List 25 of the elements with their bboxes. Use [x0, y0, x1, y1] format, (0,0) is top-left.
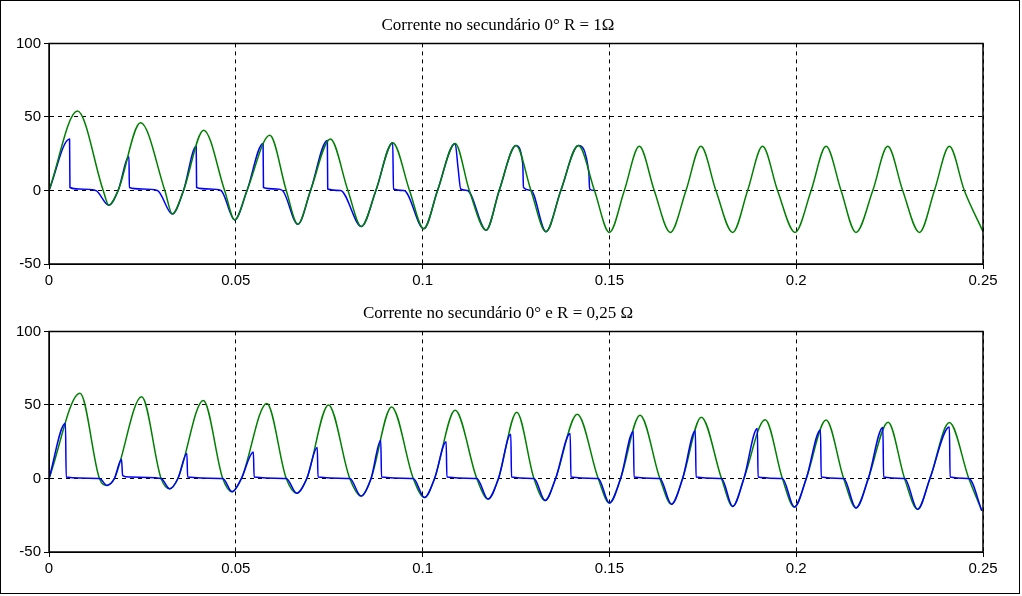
x-tick-label: 0.25 — [968, 559, 998, 577]
x-tick-label: 0.15 — [594, 559, 625, 577]
y-tick-label: 0 — [32, 468, 42, 486]
line-series — [49, 422, 983, 512]
x-tick-label: 0.2 — [785, 271, 807, 289]
y-tick-label: 100 — [16, 321, 42, 339]
x-tick-label: 0.05 — [221, 271, 251, 289]
y-tick-label: 50 — [24, 395, 42, 413]
x-tick-label: 0.1 — [412, 271, 434, 289]
line-series — [49, 392, 983, 512]
x-tick-label: 0 — [44, 559, 54, 577]
chart-title: Corrente no secundário 0° e R = 0,25 Ω — [362, 302, 634, 322]
y-tick-label: -50 — [19, 542, 42, 560]
y-tick-label: 0 — [32, 180, 42, 198]
x-tick-label: 0.05 — [221, 559, 251, 577]
y-tick-label: -50 — [19, 254, 42, 272]
x-tick-label: 0.2 — [785, 559, 807, 577]
y-tick-label: 50 — [24, 107, 42, 125]
chart-title: Corrente no secundário 0° R = 1Ω — [381, 14, 615, 34]
x-tick-label: 0 — [44, 271, 54, 289]
y-tick-label: 100 — [16, 33, 42, 51]
x-tick-label: 0.25 — [968, 271, 998, 289]
line-series — [49, 110, 983, 234]
x-tick-label: 0.1 — [412, 559, 434, 577]
x-tick-label: 0.15 — [594, 271, 625, 289]
